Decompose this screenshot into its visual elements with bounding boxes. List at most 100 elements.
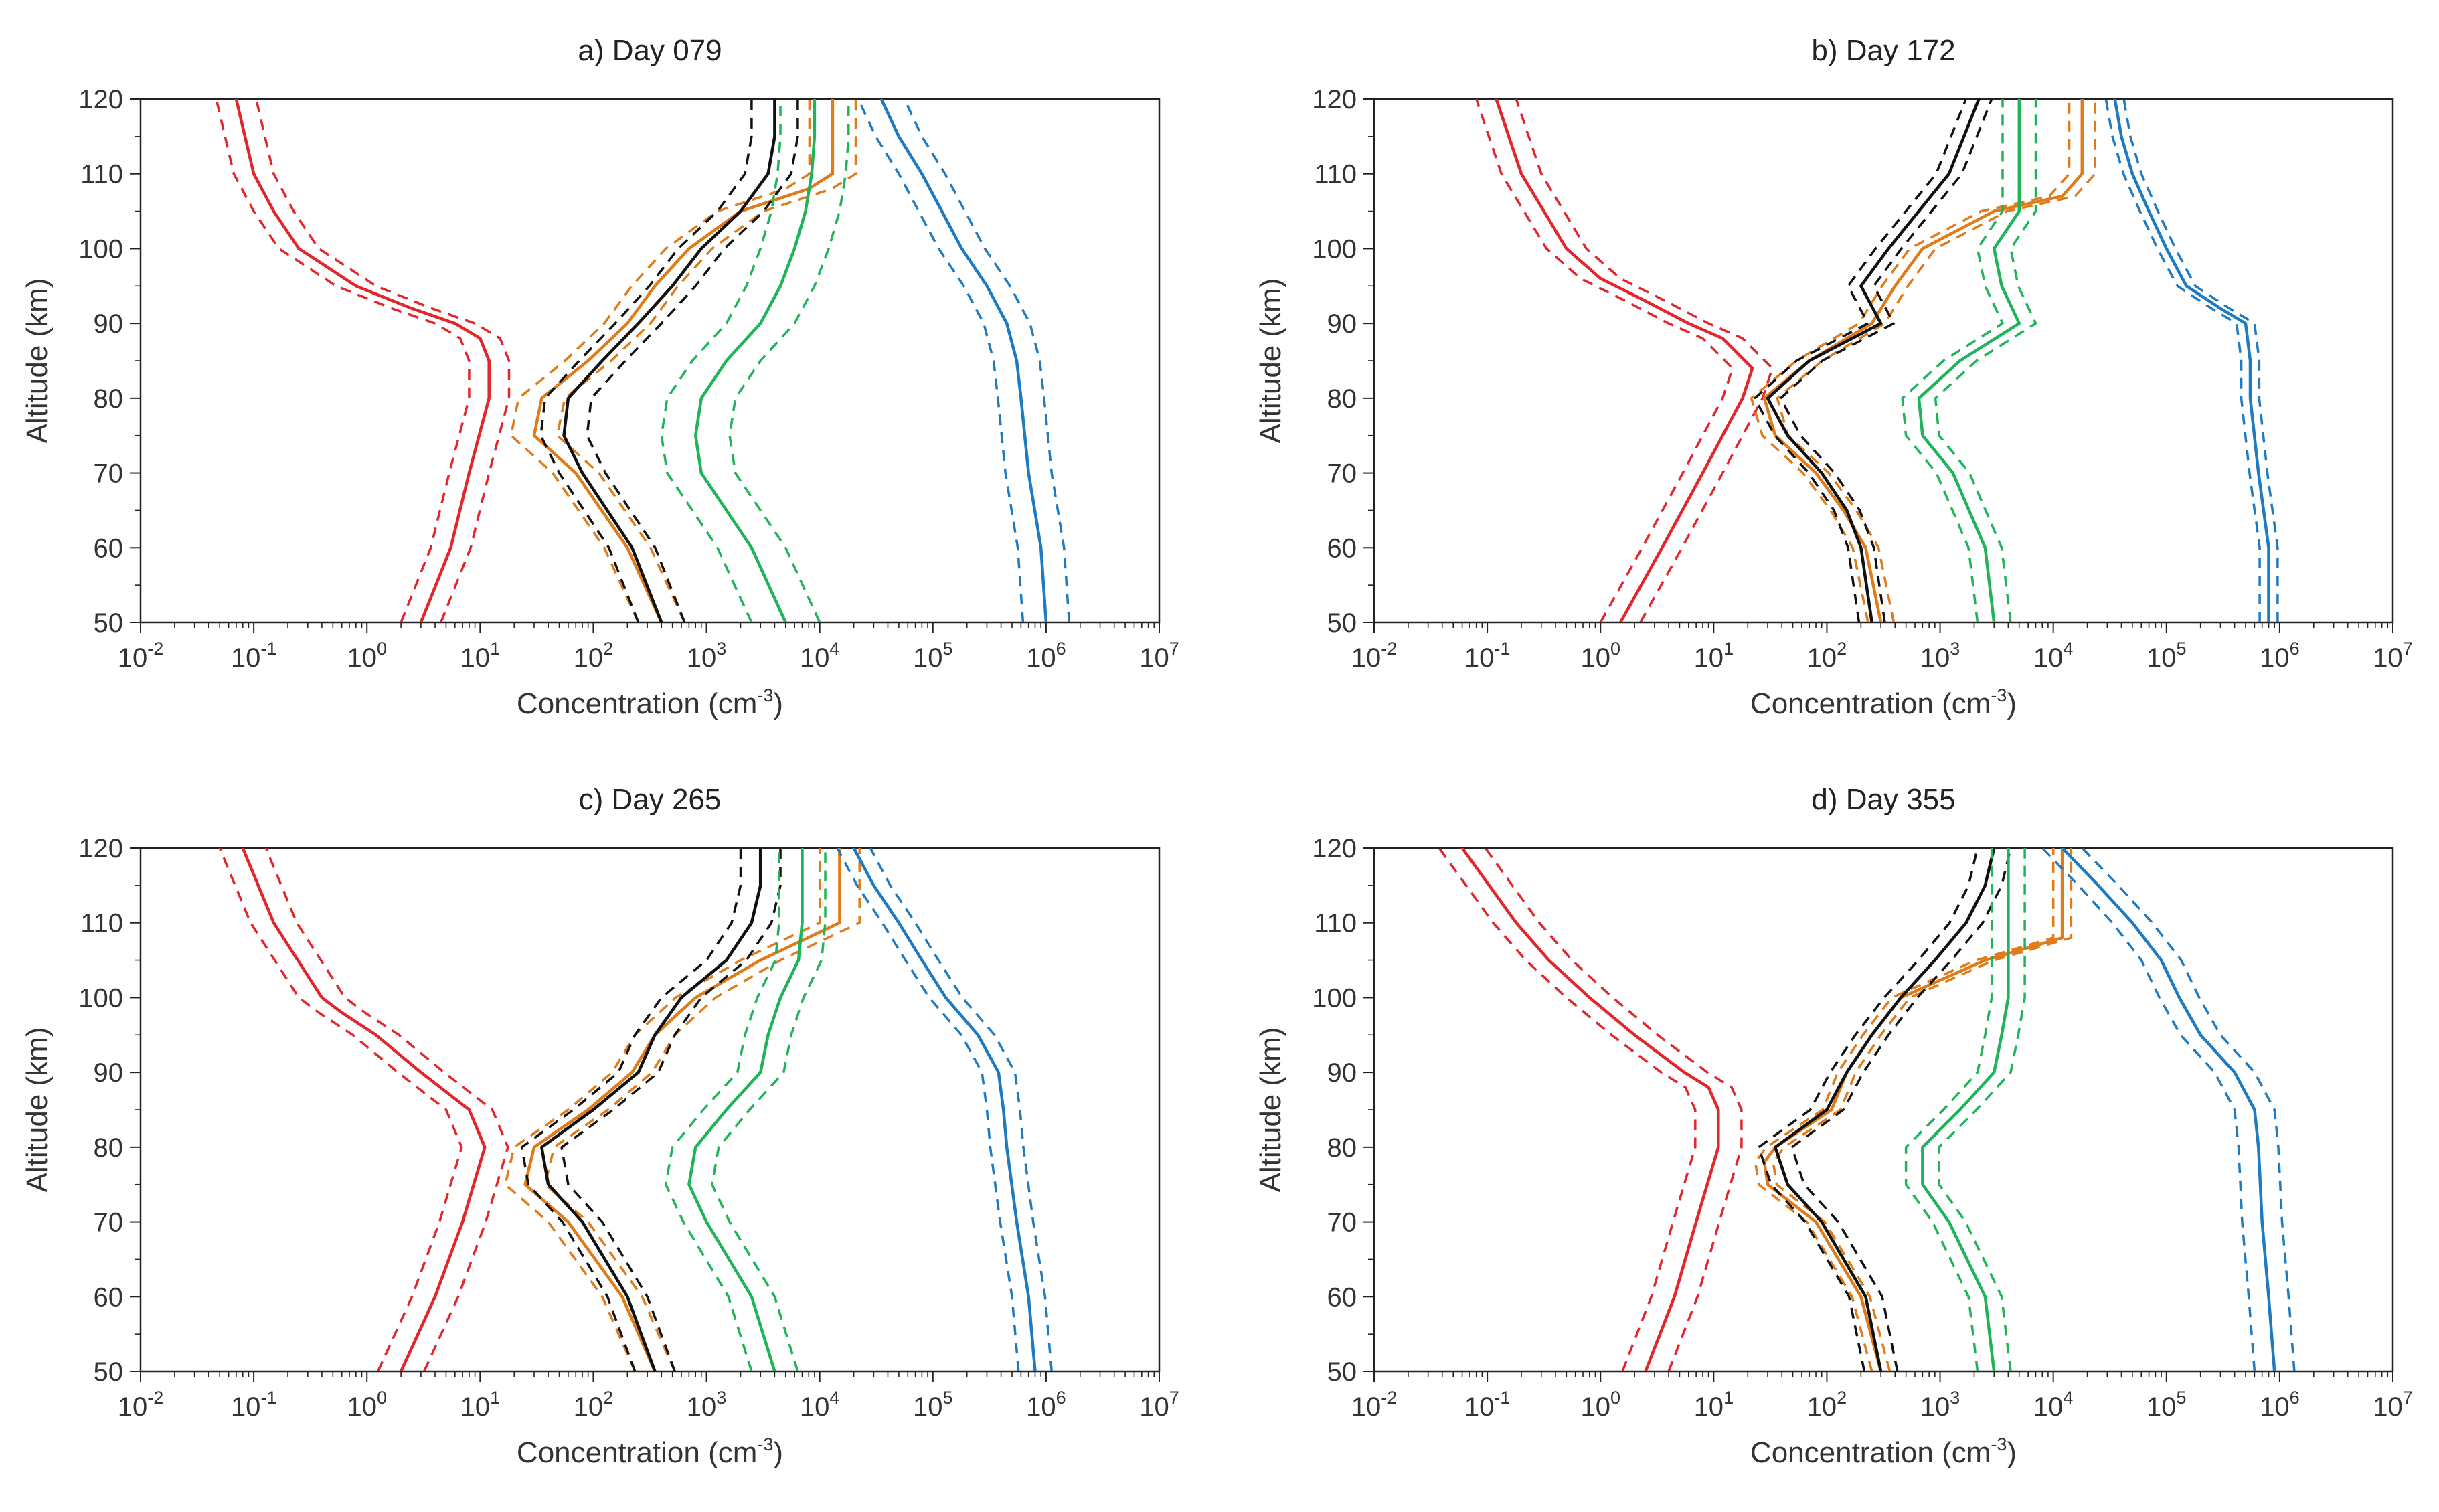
x-tick-label: 103 [1920, 639, 1960, 673]
y-tick-label: 80 [1327, 384, 1357, 414]
series-line-blue [2060, 848, 2276, 1371]
series-upper-orange [1776, 99, 2096, 622]
series-group [1475, 99, 2279, 622]
series-line-blue [879, 99, 1048, 622]
x-tick-label: 100 [1580, 1388, 1620, 1422]
x-tick-label: 103 [687, 1388, 727, 1422]
panel-b: b) Day 172 10-2 10-1 100 101 102 103 104 105 106 1… [1254, 34, 2413, 720]
x-tick-label: 104 [800, 1388, 840, 1422]
x-tick-label: 107 [1139, 1388, 1179, 1422]
x-tick-label: 107 [1139, 639, 1179, 673]
panel-title: c) Day 265 [579, 783, 722, 816]
y-tick-label: 100 [1312, 983, 1357, 1013]
y-axis-label: Altitude (km) [1254, 278, 1287, 444]
y-tick-label: 120 [1312, 85, 1357, 114]
x-tick-label: 102 [1807, 1388, 1847, 1422]
y-tick-label: 50 [1327, 608, 1357, 638]
series-upper-green [1938, 848, 2026, 1371]
series-lower-orange [509, 99, 811, 622]
panel-title: b) Day 172 [1811, 34, 1955, 67]
y-tick-label: 120 [78, 85, 123, 114]
series-lower-black [539, 99, 753, 622]
x-tick-label: 101 [460, 639, 501, 673]
y-tick-label: 90 [1327, 309, 1357, 339]
x-tick-label: 107 [2373, 639, 2413, 673]
series-line-red [1495, 99, 1754, 622]
x-tick-label: 105 [913, 1388, 953, 1422]
series-upper-green [711, 848, 827, 1371]
x-tick-label: 105 [2147, 1388, 2187, 1422]
series-upper-orange [543, 848, 861, 1371]
x-axis-label: Concentration (cm-3) [1750, 1434, 2017, 1469]
panel-title: d) Day 355 [1811, 783, 1955, 816]
y-tick-label: 90 [94, 1058, 124, 1088]
series-upper-blue [869, 848, 1053, 1371]
panel-c: c) Day 265 10-2 10-1 100 101 102 103 104 105 106 1… [21, 783, 1179, 1469]
y-tick-label: 110 [1314, 160, 1357, 189]
x-tick-label: 106 [2260, 1388, 2300, 1422]
series-upper-black [1790, 848, 2012, 1371]
y-tick-label: 80 [94, 1133, 124, 1163]
y-tick-label: 50 [94, 1357, 124, 1387]
x-tick-label: 10-2 [118, 1388, 164, 1422]
y-tick-label: 50 [94, 608, 124, 638]
series-upper-red [1515, 99, 1774, 622]
panel-title: a) Day 079 [578, 34, 722, 67]
series-upper-blue [2081, 848, 2296, 1371]
x-tick-label: 10-2 [1351, 639, 1398, 673]
x-axis-label: Concentration (cm-3) [517, 1434, 783, 1469]
series-line-orange [523, 848, 841, 1371]
y-axis-label: Altitude (km) [1254, 1027, 1287, 1193]
y-tick-label: 100 [78, 234, 123, 264]
series-upper-green [1934, 99, 2037, 622]
series-line-blue [852, 848, 1037, 1371]
y-tick-label: 110 [80, 909, 123, 938]
y-tick-label: 120 [1312, 834, 1357, 863]
panel-d: d) Day 355 10-2 10-1 100 101 102 103 104 105 106 1… [1254, 783, 2413, 1469]
x-tick-label: 10-1 [231, 639, 277, 673]
x-tick-label: 10-2 [118, 639, 164, 673]
y-tick-label: 70 [94, 459, 124, 489]
series-line-black [1766, 99, 1981, 622]
x-tick-label: 106 [2260, 639, 2300, 673]
x-axis-label: Concentration (cm-3) [517, 685, 783, 720]
series-upper-green [728, 99, 850, 622]
x-tick-label: 10-2 [1351, 1388, 1398, 1422]
series-lower-green [1904, 848, 1993, 1371]
series-line-orange [1762, 99, 2084, 622]
x-tick-label: 100 [347, 639, 387, 673]
x-tick-label: 101 [1694, 639, 1734, 673]
series-line-black [562, 99, 776, 622]
series-upper-black [586, 99, 799, 622]
panel-a: a) Day 079 10-2 10-1 100 101 102 103 104 105 106 1… [21, 34, 1179, 720]
series-group [215, 99, 1071, 622]
x-tick-label: 100 [1580, 639, 1620, 673]
series-line-green [687, 848, 804, 1371]
series-lower-red [218, 848, 463, 1371]
y-tick-label: 60 [94, 533, 124, 563]
series-lower-green [660, 99, 782, 622]
x-tick-label: 107 [2373, 1388, 2413, 1422]
series-line-black [1774, 848, 1996, 1371]
x-tick-label: 10-1 [231, 1388, 277, 1422]
x-tick-label: 101 [1694, 1388, 1734, 1422]
y-tick-label: 70 [1327, 1208, 1357, 1238]
y-tick-label: 60 [1327, 533, 1357, 563]
series-lower-black [1757, 848, 1979, 1371]
y-tick-label: 100 [1312, 234, 1357, 264]
series-lower-green [1901, 99, 2004, 622]
series-line-black [540, 848, 762, 1371]
y-tick-label: 100 [78, 983, 123, 1013]
y-tick-label: 80 [94, 384, 124, 414]
series-lower-red [1475, 99, 1734, 622]
series-lower-blue [2104, 99, 2261, 622]
x-tick-label: 106 [1026, 639, 1066, 673]
y-tick-label: 70 [1327, 459, 1357, 489]
x-tick-label: 104 [800, 639, 840, 673]
series-line-red [1460, 848, 1720, 1371]
series-lower-blue [836, 848, 1020, 1371]
series-line-green [1921, 848, 2010, 1371]
series-group [1438, 848, 2296, 1371]
y-tick-label: 50 [1327, 1357, 1357, 1387]
